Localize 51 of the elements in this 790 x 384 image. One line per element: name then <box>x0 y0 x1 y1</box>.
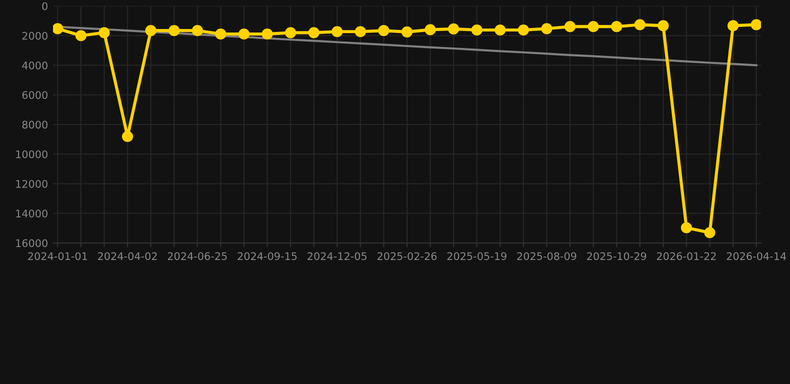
y-tick-label: 12000 <box>16 180 48 188</box>
point <box>680 222 692 234</box>
x-tick-label: 2024-09-15 <box>238 252 297 260</box>
point <box>494 24 506 36</box>
point <box>53 23 64 34</box>
x-tick-label: 2025-10-29 <box>587 252 646 260</box>
point <box>215 28 226 40</box>
y-tick-label: 16000 <box>16 239 48 248</box>
point <box>658 20 669 32</box>
x-tick-label: 2026-01-22 <box>656 252 716 260</box>
point <box>588 21 599 32</box>
point <box>448 23 460 35</box>
point <box>518 24 530 36</box>
point <box>284 27 296 38</box>
x-tick-label: 2024-06-25 <box>168 252 227 260</box>
point <box>727 20 739 32</box>
point <box>541 23 552 34</box>
x-tick-label: 2024-01-01 <box>28 252 87 260</box>
y-tick-label: 4000 <box>22 61 48 70</box>
y-tick-label: 14000 <box>16 210 48 218</box>
point <box>378 25 390 36</box>
y-tick-label: 10000 <box>16 150 48 158</box>
point <box>424 24 436 36</box>
point <box>98 27 110 38</box>
x-tick-label: 2025-05-19 <box>447 252 506 260</box>
x-tick-label: 2025-02-26 <box>377 252 437 260</box>
point <box>750 19 761 30</box>
point <box>471 24 482 36</box>
x-tick-label: 2024-04-02 <box>98 252 157 260</box>
point <box>704 227 716 238</box>
point <box>564 21 576 32</box>
y-tick-label: 8000 <box>22 120 48 129</box>
point <box>332 26 343 38</box>
y-tick-label: 2000 <box>22 32 48 40</box>
point <box>122 130 134 142</box>
point <box>145 25 156 36</box>
point <box>75 30 87 42</box>
point <box>168 25 180 36</box>
x-tick-label: 2025-08-09 <box>517 252 576 260</box>
point <box>192 25 203 36</box>
point <box>354 26 366 38</box>
point <box>308 27 320 38</box>
y-tick-label: 6000 <box>22 91 48 99</box>
y-tick-label: 0 <box>42 2 48 10</box>
point <box>634 19 646 30</box>
point <box>611 21 622 32</box>
x-tick-label: 2026-04-14 <box>726 252 786 260</box>
point <box>238 28 250 40</box>
x-tick-label: 2024-12-05 <box>308 252 366 260</box>
point <box>401 26 413 38</box>
point <box>262 28 273 40</box>
